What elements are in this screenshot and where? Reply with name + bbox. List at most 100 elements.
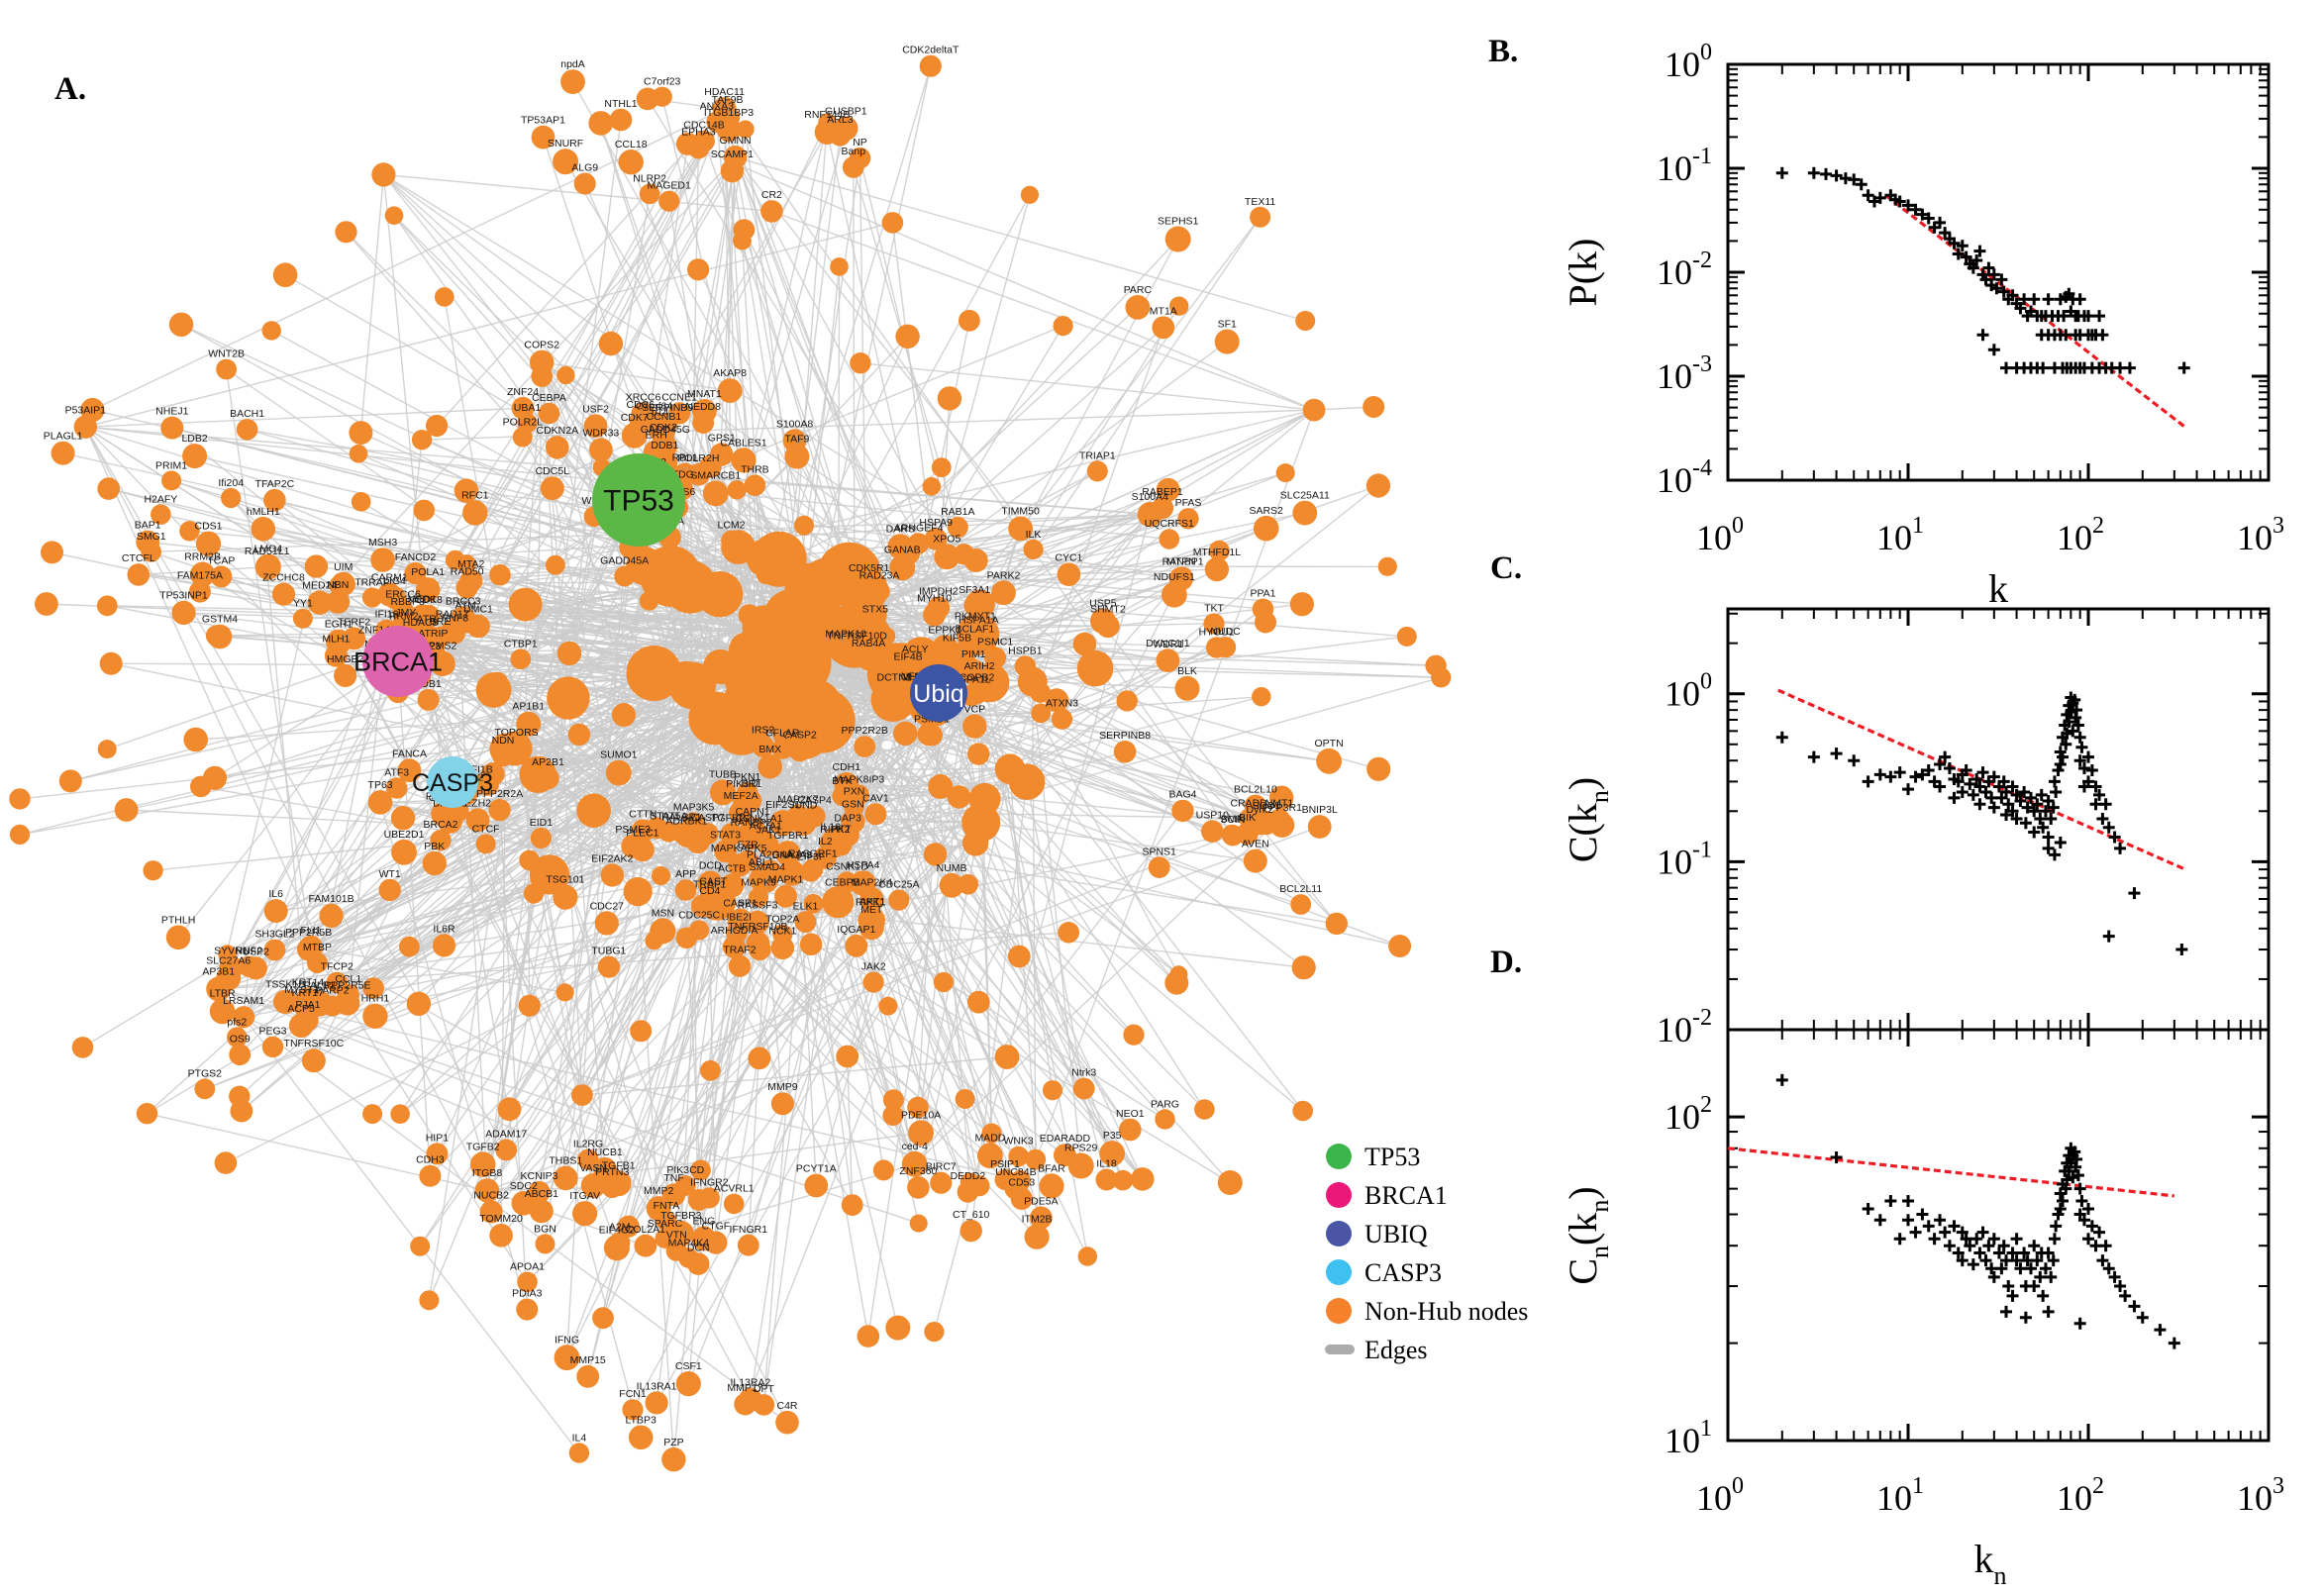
plot-frame <box>1726 1028 2271 1443</box>
non-hub-node <box>1316 748 1342 774</box>
non-hub-node <box>136 1103 158 1125</box>
panel-b-plot: 100 10-1 10-2 10-3 10-4 100 101 102 103 P(k) k <box>1561 40 2284 611</box>
network-edge <box>645 727 743 1247</box>
network-edge <box>421 616 642 1438</box>
non-hub-node <box>994 1045 1020 1069</box>
network-edge <box>859 362 1315 411</box>
gene-label: BCL2L10 <box>1234 784 1277 796</box>
tick-label: 10-2 <box>1657 248 1712 292</box>
gene-label: TOP2A <box>765 914 799 926</box>
gene-label: SERPINB9 <box>642 402 693 414</box>
non-hub-node <box>573 172 596 195</box>
non-hub-node <box>386 777 408 799</box>
gene-label: NBN <box>327 579 349 591</box>
non-hub-node <box>778 859 805 886</box>
gene-label: ACTB <box>718 862 746 874</box>
non-hub-node <box>850 870 876 896</box>
non-hub-node <box>221 487 242 509</box>
non-hub-node <box>530 827 553 849</box>
non-hub-node <box>422 850 447 876</box>
gene-label: TNFRSF10D <box>827 631 887 643</box>
non-hub-node <box>182 444 208 469</box>
gene-label: SPARC <box>648 1218 683 1230</box>
non-hub-node <box>630 1020 653 1043</box>
non-hub-node <box>675 927 698 949</box>
gene-label: MAP4K4 <box>668 1237 710 1248</box>
network-edge <box>84 426 338 983</box>
non-hub-node <box>426 1143 449 1165</box>
non-hub-node <box>917 723 941 747</box>
gene-label: NLRP2 <box>633 173 666 185</box>
non-hub-node <box>675 1371 701 1397</box>
gene-label: NTHL1 <box>604 98 637 110</box>
gene-label: NDN <box>492 735 515 747</box>
gene-label: CTBP1 <box>504 638 538 649</box>
legend-swatch-brca1 <box>1326 1182 1352 1208</box>
gene-label: LIG4 <box>383 575 406 587</box>
gene-label: CDS1 <box>194 521 222 533</box>
gene-label: SMAD4 <box>750 861 785 873</box>
non-hub-node <box>836 1045 859 1068</box>
non-hub-node <box>1010 1187 1033 1210</box>
gene-label: Banp <box>842 146 866 157</box>
non-hub-node <box>661 1446 686 1472</box>
panel-label-c: C. <box>1490 550 1523 586</box>
legend-swatch-edges <box>1325 1345 1355 1354</box>
legend-label: UBIQ <box>1364 1220 1428 1248</box>
gene-label: NUCB1 <box>587 1147 623 1158</box>
network-edge <box>239 665 722 1097</box>
network-edge <box>486 652 570 1191</box>
gene-label: PBK <box>424 841 445 852</box>
gene-label: BTK <box>832 775 852 787</box>
legend-item: Non-Hub nodes <box>1326 1297 1528 1326</box>
gene-label: ILK <box>1026 529 1042 541</box>
gene-label: CD4 <box>699 885 720 897</box>
gene-label: ITGAV <box>569 1190 600 1202</box>
gene-label: HDAC8 <box>403 617 439 629</box>
gene-label: SPNS1 <box>1142 846 1176 857</box>
non-hub-node <box>1009 1169 1032 1192</box>
non-hub-node <box>1295 311 1316 331</box>
gene-label: CAST <box>699 876 728 888</box>
non-hub-node <box>756 564 776 584</box>
network-edge <box>216 635 784 648</box>
gene-label: IFNGR2 <box>690 1176 729 1188</box>
gene-label: TCAP <box>207 554 235 566</box>
non-hub-node <box>1325 912 1349 936</box>
non-hub-node <box>738 604 760 627</box>
non-hub-node <box>1269 785 1294 810</box>
gene-label: NUCB2 <box>473 1190 509 1202</box>
legend-swatch-casp3 <box>1326 1259 1352 1285</box>
non-hub-node <box>1031 703 1051 724</box>
gene-label: ADAM17 <box>485 1129 527 1141</box>
tick-label: 101 <box>1876 1473 1924 1518</box>
gene-label: ACLY <box>902 644 929 655</box>
gene-label: STX5 <box>862 603 888 615</box>
gene-label: IL6R <box>433 923 455 935</box>
non-hub-node <box>738 1387 762 1412</box>
gene-label: DCTN1 <box>876 671 911 683</box>
hub-label-casp3: CASP3 <box>412 769 493 797</box>
gene-label: FLI1 <box>300 925 321 937</box>
non-hub-node <box>1222 824 1244 847</box>
non-hub-node <box>556 641 582 666</box>
non-hub-node <box>370 548 395 572</box>
gene-label: TEX11 <box>1245 196 1275 208</box>
non-hub-node <box>628 1425 654 1450</box>
gene-label: KRT14 <box>292 976 325 988</box>
network-edge <box>630 508 784 1104</box>
network-edge <box>218 108 726 990</box>
gene-label: XRCC6 <box>626 392 661 404</box>
non-hub-node <box>1045 688 1069 713</box>
gene-label: C7orf23 <box>644 76 681 88</box>
gene-label: SOD1 <box>1253 800 1281 812</box>
network-edge <box>243 1016 788 1424</box>
non-hub-node <box>744 474 766 497</box>
non-hub-node <box>209 998 236 1025</box>
non-hub-node <box>1113 741 1137 763</box>
network-edge <box>564 714 789 993</box>
gene-label: BLK <box>1177 665 1197 677</box>
network-edge <box>849 571 1302 906</box>
gene-label: BGN <box>534 1223 556 1235</box>
gene-label: PTGS2 <box>188 1067 223 1079</box>
